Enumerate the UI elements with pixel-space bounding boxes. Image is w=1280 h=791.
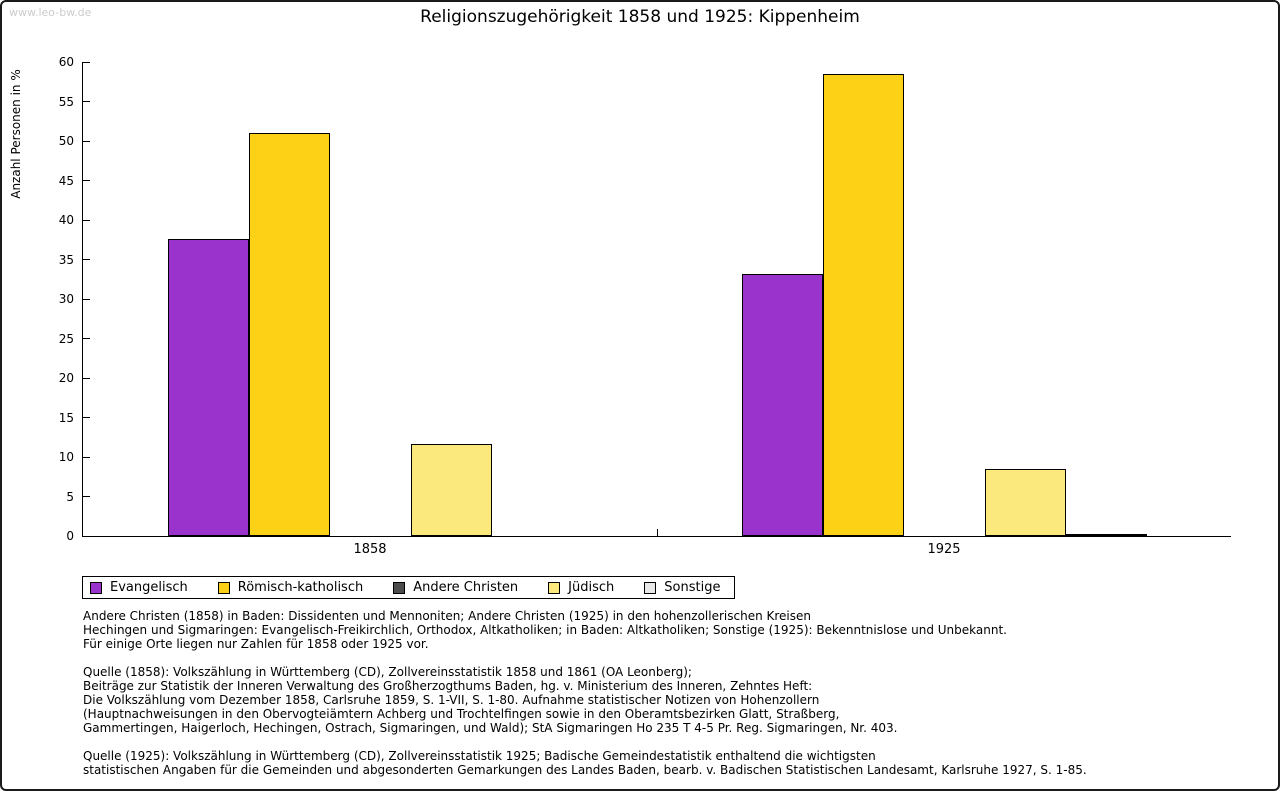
legend-swatch — [90, 581, 102, 594]
y-axis-tick-mark — [83, 338, 90, 339]
footnote-line: Die Volkszählung vom Dezember 1858, Carl… — [83, 693, 820, 707]
bar-1925-evangelisch — [741, 273, 823, 536]
y-axis-tick-label: 45 — [58, 173, 74, 188]
legend-swatch — [644, 581, 657, 594]
legend-label: Andere Christen — [413, 580, 519, 595]
y-axis-tick-mark — [83, 140, 90, 142]
y-axis-tick-mark — [83, 259, 90, 260]
footnote-line: Quelle (1858): Volkszählung in Württembe… — [83, 665, 692, 679]
footnote-line: Für einige Orte liegen nur Zahlen für 18… — [83, 637, 429, 651]
watermark: www.leo-bw.de — [9, 6, 92, 19]
footnote-line: Andere Christen (1858) in Baden: Disside… — [83, 609, 811, 623]
y-axis-tick-mark — [83, 180, 90, 181]
legend: Evangelisch Römisch-katholisch Andere Chri… — [82, 576, 736, 599]
y-axis-tick-label: 0 — [66, 529, 74, 543]
bar-1925-sonstige — [1065, 533, 1147, 536]
legend-label: Römisch-katholisch — [237, 580, 364, 595]
y-axis-tick-mark — [83, 61, 90, 63]
legend-item: Jüdisch — [548, 580, 614, 595]
legend-swatch — [393, 581, 406, 594]
footnote-line: statistischen Angaben für die Gemeinden … — [83, 763, 1087, 777]
y-axis-tick-mark — [83, 535, 90, 537]
x-axis-tick-mark — [657, 529, 658, 536]
bar-1858-evangelisch — [167, 238, 249, 536]
y-axis-tick-label: 20 — [58, 371, 74, 385]
y-axis-tick-label: 35 — [58, 252, 74, 267]
plot-area: 0 5 10 15 20 25 30 35 40 45 50 55 60 1858 1925 — [59, 55, 1231, 557]
y-axis-tick-label: 5 — [66, 489, 74, 504]
y-axis-tick-label: 40 — [58, 213, 74, 227]
legend-item: Andere Christen — [393, 580, 518, 595]
y-axis-tick-label: 60 — [58, 55, 74, 69]
footnote-paragraph: Quelle (1858): Volkszählung in Württembe… — [83, 665, 1087, 735]
y-axis-tick-label: 30 — [58, 292, 74, 306]
legend-label: Evangelisch — [110, 580, 188, 595]
footnote-line: Hechingen und Sigmaringen: Evangelisch-F… — [83, 623, 1007, 637]
footnote-paragraph: Andere Christen (1858) in Baden: Disside… — [83, 609, 1087, 651]
footnotes: Andere Christen (1858) in Baden: Disside… — [83, 609, 1087, 789]
y-axis-tick-mark — [83, 101, 90, 102]
y-axis-tick-mark — [83, 377, 90, 379]
x-axis-category-label: 1858 — [353, 542, 387, 557]
y-axis-tick-label: 25 — [58, 331, 74, 346]
bar-1925-j-disch — [984, 468, 1066, 536]
y-axis-tick-mark — [83, 496, 90, 497]
y-axis-tick-label: 55 — [58, 94, 74, 109]
footnote-line: Gammertingen, Haigerloch, Hechingen, Ost… — [83, 721, 898, 735]
bar-1858-j-disch — [410, 444, 492, 536]
legend-item: Sonstige — [644, 580, 720, 595]
footnote-line: (Hauptnachweisungen in den Obervogteiämt… — [83, 707, 840, 721]
x-axis-category-label: 1925 — [927, 542, 961, 557]
footnote-paragraph: Quelle (1925): Volkszählung in Württembe… — [83, 749, 1087, 777]
legend-swatch — [548, 581, 561, 594]
legend-label: Sonstige — [664, 580, 721, 595]
bar-1925-r-misch-katholisch — [822, 73, 904, 536]
y-axis-label: Anzahl Personen in % — [9, 69, 23, 199]
legend-label: Jüdisch — [568, 580, 615, 595]
footnote-line: Quelle (1925): Volkszählung in Württembe… — [83, 749, 876, 763]
y-axis-tick-mark — [83, 298, 90, 300]
y-axis-tick-label: 50 — [58, 134, 74, 148]
legend-item: Römisch-katholisch — [217, 580, 364, 595]
y-axis-tick-label: 10 — [58, 450, 74, 464]
legend-swatch — [217, 581, 230, 594]
y-axis-tick-label: 15 — [58, 410, 74, 425]
footnote-line: Beiträge zur Statistik der Inneren Verwa… — [83, 679, 813, 693]
bar-1858-r-misch-katholisch — [248, 133, 330, 536]
y-axis-tick-mark — [83, 219, 90, 221]
chart-title: Religionszugehörigkeit 1858 und 1925: Ki… — [420, 7, 860, 27]
y-axis-tick-mark — [83, 417, 90, 418]
y-axis-tick-mark — [83, 456, 90, 458]
legend-item: Evangelisch — [90, 580, 188, 595]
